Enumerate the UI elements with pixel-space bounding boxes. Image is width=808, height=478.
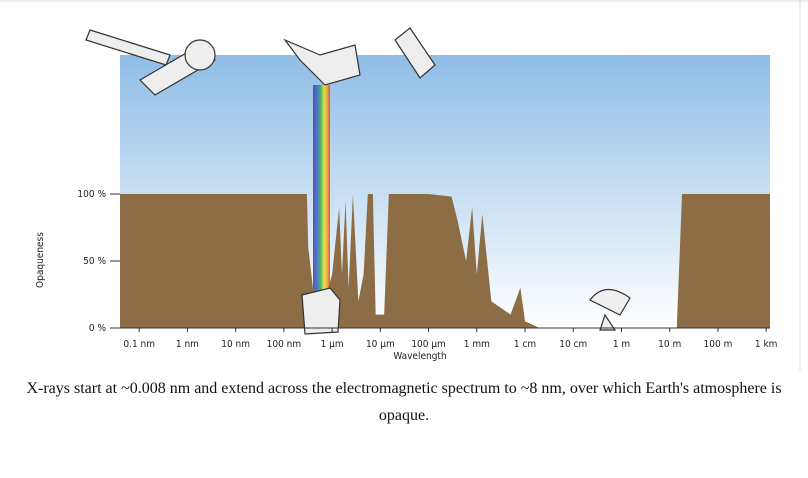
opacity-area [120, 194, 770, 328]
icon [394, 27, 436, 79]
icon [184, 39, 216, 71]
x-tick-label: 100 m [704, 339, 733, 350]
x-tick-label: 100 nm [267, 339, 302, 350]
x-axis-label: Wavelength [393, 351, 446, 362]
y-tick-label: 100 % [77, 189, 106, 200]
icon [283, 38, 361, 86]
x-tick-label: 0.1 nm [123, 339, 155, 350]
caption: X-rays start at ~0.008 nm and extend acr… [26, 380, 782, 424]
icon [589, 288, 631, 316]
x-tick-label: 1 mm [464, 339, 490, 350]
x-tick-label: 10 µm [366, 339, 395, 350]
icon [599, 313, 617, 331]
x-tick-label: 1 µm [321, 339, 344, 350]
y-axis-label: Opaqueness [35, 232, 46, 288]
x-tick-label: 1 nm [176, 339, 199, 350]
x-tick-label: 1 m [613, 339, 630, 350]
icon [301, 287, 341, 335]
y-tick-label: 0 % [89, 323, 107, 334]
icons [85, 27, 631, 335]
x-tick-label: 10 cm [559, 339, 587, 350]
rainbow [313, 85, 330, 305]
y-tick-label: 50 % [83, 256, 106, 267]
x-tick-label: 10 nm [221, 339, 250, 350]
x-tick-label: 10 m [658, 339, 681, 350]
x-tick-label: 100 µm [411, 339, 446, 350]
x-tick-label: 1 km [755, 339, 778, 350]
x-tick-label: 1 cm [514, 339, 536, 350]
